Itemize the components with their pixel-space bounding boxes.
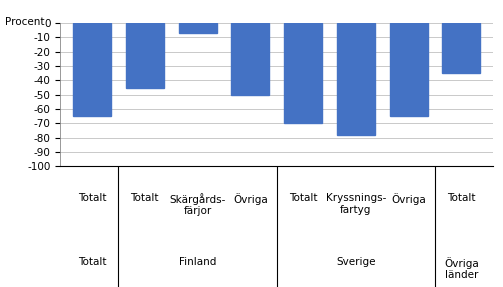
Text: Kryssnings-
fartyg: Kryssnings- fartyg [325,193,386,215]
Bar [73,23,111,116]
Text: Övriga: Övriga [233,193,268,205]
Text: Totalt: Totalt [78,257,106,267]
Text: Totalt: Totalt [130,193,159,203]
Bar [284,23,322,123]
Bar [389,23,428,116]
Text: Totalt: Totalt [289,193,317,203]
Text: Sverige: Sverige [336,257,376,267]
Bar [337,23,375,135]
Text: Totalt: Totalt [447,193,475,203]
Text: Skärgårds-
färjor: Skärgårds- färjor [170,193,226,216]
Text: Övriga
länder: Övriga länder [444,257,479,280]
Text: Finland: Finland [179,257,216,267]
Bar [231,23,269,95]
Bar [126,23,164,88]
Text: Procent: Procent [5,17,45,27]
Text: Totalt: Totalt [78,193,106,203]
Bar [442,23,480,73]
Text: Övriga: Övriga [391,193,426,205]
Bar [179,23,216,33]
